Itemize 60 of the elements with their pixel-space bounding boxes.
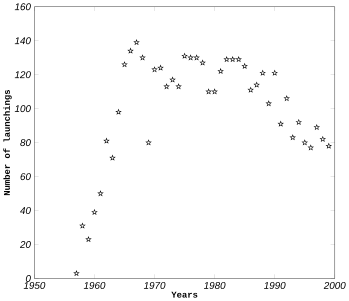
point — [284, 96, 290, 101]
point — [260, 70, 266, 76]
point — [110, 155, 116, 160]
point — [128, 48, 134, 54]
point — [134, 40, 140, 45]
point — [266, 100, 272, 106]
point — [242, 63, 248, 69]
point — [254, 82, 260, 88]
point — [176, 84, 182, 89]
x-tick-label: 1970 — [144, 282, 166, 289]
x-tick-label: 1960 — [84, 282, 106, 289]
point — [326, 143, 332, 148]
y-tick-label: 0 — [26, 275, 31, 282]
x-tick-label: 2000 — [324, 282, 346, 289]
point — [206, 88, 212, 94]
y-tick-label: 160 — [14, 3, 31, 10]
point — [272, 70, 278, 76]
point — [140, 54, 146, 60]
y-tick-label: 60 — [20, 173, 31, 180]
point — [164, 84, 170, 89]
point — [170, 76, 176, 82]
x-axis-title: Years — [171, 292, 198, 298]
point — [296, 119, 302, 125]
point — [86, 236, 92, 242]
point — [200, 60, 206, 66]
point — [320, 136, 326, 142]
x-tick-label: 1950 — [24, 282, 46, 289]
point — [308, 144, 314, 150]
y-tick-label: 40 — [20, 207, 31, 214]
point — [194, 54, 200, 60]
point — [224, 56, 230, 62]
point — [122, 62, 128, 67]
y-tick-label: 100 — [14, 105, 31, 112]
point — [218, 68, 224, 74]
point — [290, 134, 296, 140]
point — [146, 140, 152, 146]
y-axis-title: Number of launchings — [3, 90, 12, 196]
point — [74, 270, 80, 276]
point — [278, 121, 284, 126]
point — [236, 56, 242, 62]
y-tick-label: 120 — [14, 71, 31, 78]
point — [158, 65, 164, 70]
y-tick-label: 140 — [14, 37, 31, 44]
point — [80, 223, 86, 228]
point — [104, 138, 110, 144]
point — [212, 88, 218, 94]
point — [302, 140, 308, 146]
y-tick-label: 80 — [20, 139, 31, 146]
point — [116, 109, 122, 114]
y-tick-label: 20 — [20, 241, 31, 248]
point — [98, 190, 104, 196]
point — [248, 87, 254, 92]
point — [188, 54, 194, 60]
x-tick-label: 1990 — [264, 282, 286, 289]
point — [314, 124, 320, 130]
point — [152, 66, 158, 72]
point — [182, 53, 188, 58]
x-tick-label: 1980 — [204, 282, 226, 289]
point — [92, 209, 98, 215]
point — [230, 56, 236, 62]
